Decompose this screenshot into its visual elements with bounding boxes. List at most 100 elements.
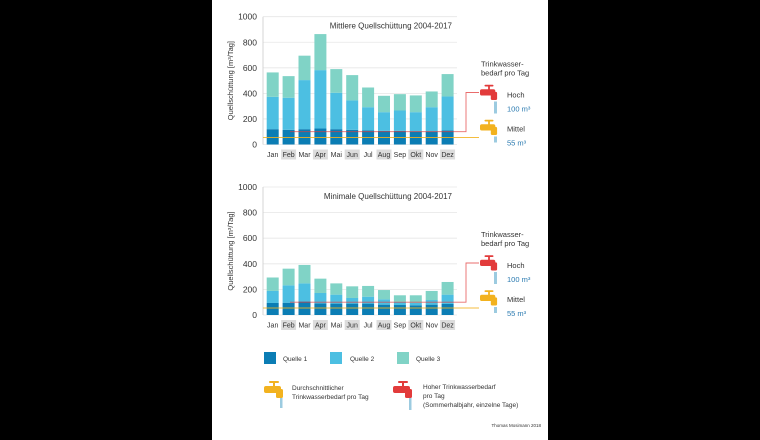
month-highlight <box>344 149 360 160</box>
x-tick-label: Aug <box>378 152 391 159</box>
bar-quelle-1-mai <box>330 129 343 145</box>
y-tick-label: 800 <box>243 208 257 218</box>
water-drip-hoch <box>494 101 497 114</box>
month-highlight <box>344 320 360 330</box>
bar-quelle-1-feb <box>282 302 295 315</box>
bar-quelle-1-apr <box>314 128 327 145</box>
y-tick-label: 1000 <box>238 182 257 192</box>
chart-mittlere: 0 200 400 600 800 1000 Quellschüttung [m³/Tag]… <box>226 12 531 160</box>
chart-title: Minimale Quellschüttung 2004-2017 <box>324 192 453 201</box>
bar-quelle-3-feb <box>282 268 295 286</box>
month-highlight <box>281 320 297 330</box>
reference-line-hoch <box>290 262 479 303</box>
y-tick-label: 200 <box>243 114 257 124</box>
bar-quelle-2-jun <box>346 297 359 304</box>
x-tick-label: Apr <box>315 323 327 330</box>
bar-quelle-2-feb <box>282 97 295 130</box>
legend: Quelle 1 Quelle 2 Quelle 3 Durchschnittl… <box>264 352 518 410</box>
legend-hoch-line-3: (Sommerhalbjahr, einzelne Tage) <box>423 402 518 409</box>
bar-quelle-3-sep <box>393 295 406 302</box>
x-tick-label: Jun <box>347 152 358 159</box>
bar-quelle-2-dez <box>441 96 454 131</box>
legend-faucet-mittel-icon <box>264 381 283 408</box>
x-tick-label: Nov <box>425 152 438 159</box>
x-tick-label: Jul <box>364 323 373 330</box>
legend-swatch-quelle-2 <box>330 352 342 364</box>
side-heading-line-2: bedarf pro Tag <box>481 69 529 78</box>
bar-quelle-2-apr <box>314 70 327 129</box>
bar-quelle-2-nov <box>425 107 438 132</box>
bar-quelle-3-nov <box>425 290 438 301</box>
month-highlight <box>376 149 392 160</box>
bar-quelle-2-feb <box>282 285 295 303</box>
legend-mittel-line-2: Trinkwasserbedarf pro Tag <box>292 394 369 401</box>
legend-label-quelle-1: Quelle 1 <box>283 356 308 363</box>
bar-quelle-3-jun <box>346 286 359 298</box>
bar-quelle-1-nov <box>425 304 438 315</box>
legend-hoch-line-1: Hoher Trinkwasserbedarf <box>423 384 496 391</box>
x-tick-label: Mar <box>298 152 311 159</box>
side-heading-line-1: Trinkwasser- <box>481 60 524 69</box>
legend-swatch-quelle-3 <box>397 352 409 364</box>
x-tick-label: Sep <box>394 323 407 330</box>
x-tick-label: Jul <box>364 152 373 159</box>
legend-swatch-quelle-1 <box>264 352 276 364</box>
bar-quelle-3-dez <box>441 281 454 295</box>
x-tick-label: Apr <box>315 152 327 159</box>
bar-quelle-3-jun <box>346 75 359 101</box>
reference-line-hoch <box>290 92 479 133</box>
bar-quelle-1-aug <box>378 304 390 315</box>
bar-quelle-3-jul <box>362 285 375 297</box>
x-tick-label: Jan <box>267 323 278 330</box>
legend-hoch-line-2: pro Tag <box>423 393 445 400</box>
chart-minimale: 0 200 400 600 800 1000 Quellschüttung [m³/Tag]… <box>226 182 531 330</box>
bar-quelle-2-sep <box>393 301 406 306</box>
bar-quelle-1-sep <box>393 305 406 315</box>
bar-quelle-3-dez <box>441 74 454 97</box>
y-axis-label: Quellschüttung [m³/Tag] <box>226 41 235 120</box>
legend-faucet-hoch-icon <box>393 381 412 410</box>
month-highlight <box>408 320 424 330</box>
x-tick-label: Feb <box>283 323 295 330</box>
hoch-value: 100 m³ <box>507 275 531 284</box>
credit: Thomas Mosimann 2018 <box>491 423 541 428</box>
month-highlight <box>408 149 424 160</box>
x-tick-label: Jun <box>347 323 358 330</box>
mittel-label: Mittel <box>507 295 525 304</box>
side-heading-line-2: bedarf pro Tag <box>481 239 529 248</box>
legend-label-quelle-2: Quelle 2 <box>350 356 375 363</box>
bar-quelle-2-jun <box>346 100 359 130</box>
bar-quelle-2-okt <box>409 112 422 132</box>
y-tick-label: 800 <box>243 37 257 47</box>
bar-quelle-1-jun <box>346 303 359 315</box>
month-highlight <box>440 149 456 160</box>
bar-quelle-2-mar <box>298 80 311 130</box>
bar-quelle-1-mai <box>330 303 343 315</box>
bar-quelle-1-apr <box>314 303 327 315</box>
bar-quelle-3-mai <box>330 69 343 93</box>
y-tick-label: 400 <box>243 259 257 269</box>
legend-label-quelle-3: Quelle 3 <box>416 356 441 363</box>
y-tick-label: 400 <box>243 88 257 98</box>
y-tick-label: 600 <box>243 63 257 73</box>
hoch-label: Hoch <box>507 261 525 270</box>
bar-quelle-2-mai <box>330 92 343 130</box>
side-heading-line-1: Trinkwasser- <box>481 230 524 239</box>
water-drip-hoch <box>494 272 497 284</box>
bar-quelle-1-jul <box>362 303 375 315</box>
x-tick-label: Mai <box>331 323 343 330</box>
x-tick-label: Okt <box>410 152 421 159</box>
bar-quelle-3-okt <box>409 295 422 303</box>
bar-quelle-1-dez <box>441 303 454 315</box>
y-tick-label: 1000 <box>238 12 257 22</box>
bar-quelle-1-jan <box>266 302 279 315</box>
mittel-label: Mittel <box>507 125 525 134</box>
month-highlight <box>281 149 297 160</box>
bar-quelle-1-jan <box>266 129 279 145</box>
y-axis-label: Quellschüttung [m³/Tag] <box>226 211 235 290</box>
bar-quelle-2-apr <box>314 292 327 304</box>
legend-mittel-line-1: Durchschnittlicher <box>292 385 344 392</box>
month-highlight <box>440 320 456 330</box>
bar-quelle-3-jul <box>362 87 375 108</box>
